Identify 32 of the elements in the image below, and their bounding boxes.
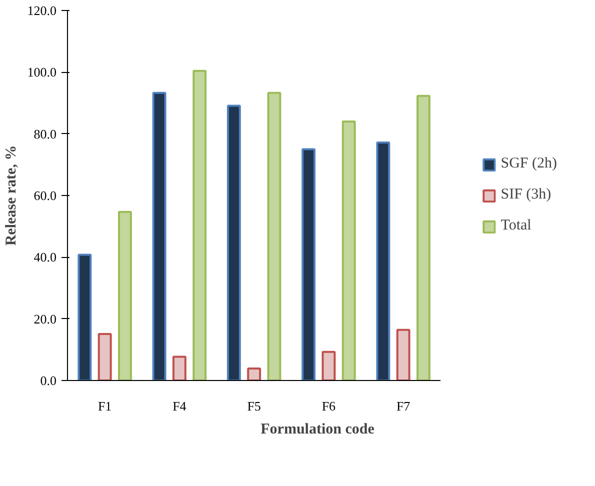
bar	[396, 328, 410, 380]
x-tick-label: F6	[322, 398, 336, 414]
y-tick-label: 60.0	[34, 188, 56, 203]
bar	[152, 92, 166, 380]
bar	[322, 350, 336, 380]
bar	[376, 141, 390, 380]
legend-label: Total	[500, 218, 532, 234]
bar	[192, 70, 207, 380]
y-tick-label: 0.0	[40, 373, 56, 388]
x-tick-label: F1	[98, 398, 112, 414]
bar	[98, 332, 112, 380]
y-tick-label: 80.0	[34, 126, 56, 142]
x-axis-title: Formulation code	[260, 422, 375, 438]
bar	[172, 356, 186, 380]
legend-label: SIF (3h)	[500, 186, 552, 204]
y-tick-label: 120.0	[27, 3, 56, 18]
y-axis-title: Release rate, %	[3, 145, 20, 246]
bar	[267, 92, 282, 380]
x-tick-label: F5	[247, 398, 261, 414]
x-tick-label: F4	[172, 398, 187, 414]
bar	[247, 367, 262, 380]
bar	[118, 210, 132, 380]
bar	[342, 120, 356, 380]
bar	[78, 254, 92, 380]
bar	[416, 94, 430, 380]
y-tick-label: 100.0	[27, 64, 56, 80]
x-tick-label: F7	[396, 398, 411, 414]
bar	[302, 148, 316, 380]
y-tick-label: 40.0	[34, 250, 56, 265]
legend-label: SGF (2h)	[500, 156, 557, 172]
y-tick-label: 20.0	[34, 311, 56, 326]
bar	[226, 104, 241, 380]
